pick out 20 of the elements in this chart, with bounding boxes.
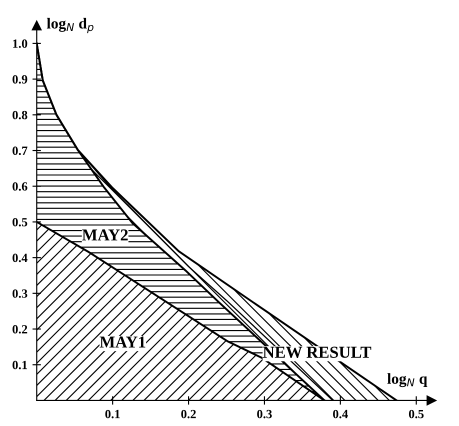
x-tick-label: 0.3 (257, 410, 272, 418)
y-tick-label: 1.0 (13, 39, 28, 48)
y-tick-label: 0.3 (12, 289, 28, 298)
x-tick-label: 0.5 (408, 410, 424, 418)
x-axis-title: log$_{N}$ q (387, 373, 428, 388)
y-axis-title: log$_{N}$ d$_{p}$ (46, 18, 94, 34)
y-tick-label: 0.6 (12, 182, 28, 191)
x-tick-label: 0.4 (333, 410, 348, 418)
series-label: NEW RESULT (262, 346, 372, 358)
series-label: MAY2 (82, 229, 128, 240)
y-tick-label: 0.9 (12, 75, 28, 84)
y-tick-label: 0.8 (12, 110, 28, 120)
x-tick-label: 0.2 (181, 410, 196, 418)
series-label: MAY1 (100, 336, 146, 348)
y-tick-label: 0.7 (12, 146, 28, 156)
y-tick-label: 0.4 (12, 254, 28, 262)
y-tick-label: 0.1 (12, 360, 28, 370)
y-tick-label: 0.5 (12, 218, 28, 226)
y-tick-label: 0.2 (12, 325, 28, 334)
x-tick-label: 0.1 (105, 410, 120, 418)
